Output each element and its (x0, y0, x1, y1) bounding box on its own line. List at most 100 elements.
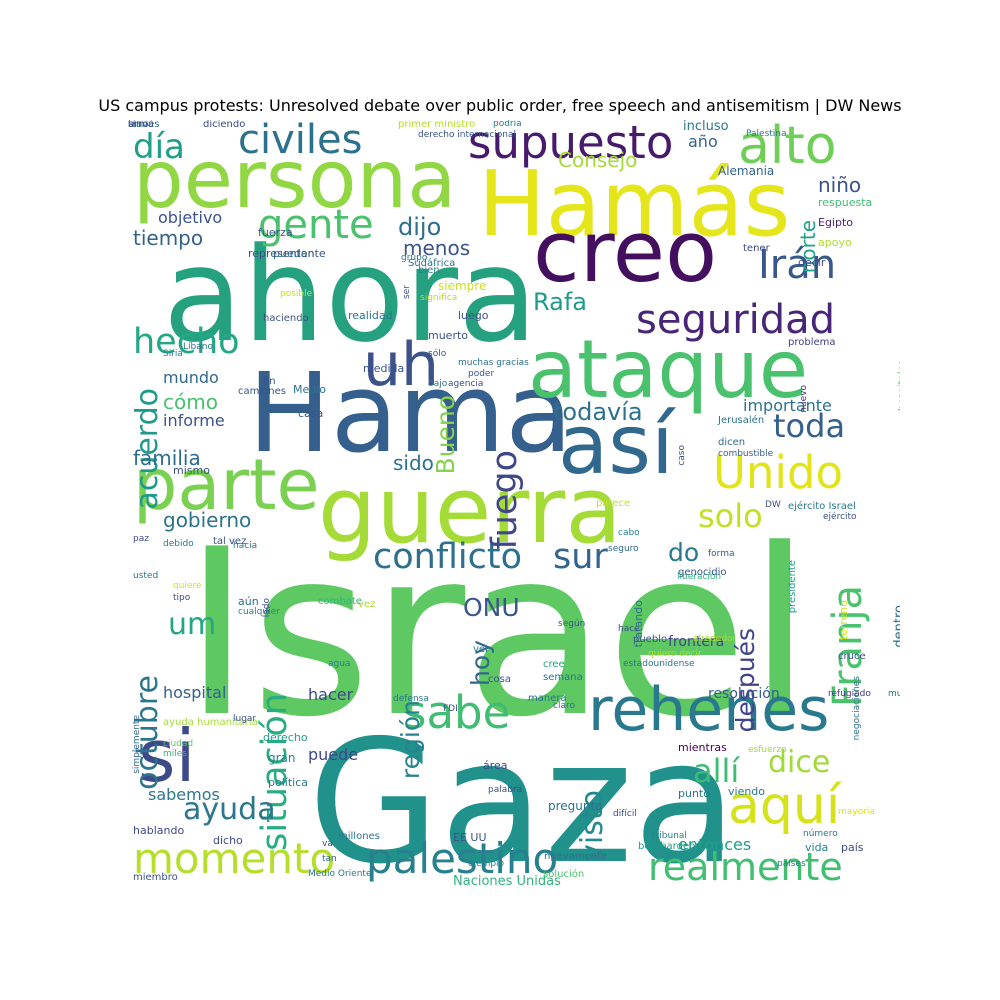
cloud-word: niño (818, 173, 862, 197)
cloud-word: todavía (553, 398, 643, 426)
cloud-word: Alemania (718, 164, 775, 178)
cloud-word: pueblo (633, 634, 668, 645)
cloud-word: sino (128, 120, 149, 130)
cloud-word: región (396, 700, 425, 780)
cloud-word: medida (363, 362, 405, 375)
cloud-word: do (668, 538, 700, 567)
cloud-word: FDI (443, 704, 458, 714)
cloud-word: sabemos (148, 785, 220, 804)
cloud-word: según (558, 619, 586, 629)
cloud-word: DW (765, 500, 781, 510)
cloud-word: si (138, 714, 196, 798)
cloud-word: Rafa (533, 288, 588, 316)
cloud-word: Hamás (478, 152, 791, 257)
cloud-word: combate (318, 596, 362, 607)
cloud-word: ejemplo (468, 859, 505, 869)
cloud-word: uh (363, 330, 440, 400)
cloud-word: um (168, 607, 217, 642)
cloud-word: menos (403, 236, 471, 260)
cloud-word: hospitales (897, 360, 900, 411)
cloud-word: gobierno (163, 508, 252, 532)
cloud-word: realmente (648, 845, 843, 889)
cloud-word: día (133, 127, 185, 167)
cloud-word: cruce (838, 651, 866, 662)
cloud-word: arma (128, 120, 154, 130)
cloud-word: cree (543, 659, 565, 670)
page-title: US campus protests: Unresolved debate ov… (98, 96, 902, 115)
cloud-word: difícil (613, 809, 637, 819)
cloud-word: EE UU (453, 831, 487, 844)
cloud-word: quiere (173, 581, 202, 591)
cloud-word: problema (788, 337, 836, 348)
cloud-word: fuerza (258, 226, 293, 239)
cloud-word: dijo (398, 213, 442, 241)
cloud-word: persona (133, 133, 457, 226)
cloud-word: mientras (678, 741, 727, 754)
cloud-word: ONU (463, 593, 520, 622)
cloud-word: bien (418, 265, 440, 276)
cloud-word: haciendo (263, 313, 309, 324)
cloud-word: parte (133, 444, 320, 526)
cloud-word: cómo (163, 390, 218, 414)
cloud-word: través (128, 120, 160, 130)
cloud-word: defensa (393, 694, 429, 704)
cloud-word: hacia (233, 541, 258, 551)
cloud-word: resolución (708, 686, 780, 702)
cloud-word: nuevamente (544, 851, 608, 862)
cloud-word: tribunal (652, 831, 687, 841)
cloud-word: lugar (233, 714, 257, 724)
cloud-word: forma (708, 549, 735, 559)
cloud-word: vida (805, 841, 829, 854)
cloud-word: informe (163, 411, 225, 430)
cloud-word: debido (163, 539, 194, 549)
cloud-word: mundo (163, 368, 219, 387)
cloud-word: ayuda humanitaria (163, 717, 258, 728)
cloud-word: Gaza (308, 704, 738, 892)
cloud-word: supuesto (468, 120, 674, 169)
cloud-word: hospital (163, 683, 227, 702)
cloud-word: presidente (787, 560, 798, 614)
cloud-word: seguridad (636, 297, 836, 343)
cloud-word: grupo (401, 253, 428, 263)
cloud-word: Israel (183, 501, 812, 768)
cloud-word: tan (322, 854, 337, 864)
cloud-word: tener (743, 243, 770, 254)
cloud-word: luego (458, 309, 489, 322)
cloud-word: Consejo (558, 148, 638, 172)
cloud-word: bombardeo (638, 841, 696, 852)
cloud-word: va (322, 839, 333, 849)
cloud-word: dentro (892, 605, 900, 648)
cloud-word: agua (328, 659, 351, 669)
cloud-word: seguro (608, 544, 639, 554)
cloud-word: simplemente (132, 715, 142, 774)
cloud-word: así (558, 398, 674, 493)
cloud-word: viendo (728, 785, 766, 798)
cloud-word: primer ministro (398, 120, 476, 130)
cloud-word: número (803, 829, 838, 839)
cloud-word: Bueno (431, 395, 460, 475)
cloud-word: tiempo (133, 226, 204, 250)
cloud-word: ejército Israel (788, 501, 856, 512)
cloud-word: Egipto (818, 216, 854, 229)
cloud-word: fin (263, 376, 276, 387)
cloud-word: Jerusalén (718, 415, 765, 426)
cloud-word: tipo (173, 593, 191, 603)
word-cloud: Israel Gaza Hamás ahora Hama guerra ataque pers… (128, 120, 900, 892)
cloud-word: tal vez (213, 536, 247, 547)
cloud-word: usted (133, 571, 159, 581)
cloud-word: palestino (366, 834, 559, 883)
cloud-word: posible (280, 289, 313, 299)
cloud-word: ser (402, 285, 412, 299)
cloud-word: alrededor (693, 634, 737, 644)
cloud-word: entonces (678, 835, 752, 854)
cloud-word: situación (255, 693, 295, 851)
cloud-word: paz (133, 534, 149, 544)
cloud-word: punto (678, 787, 710, 800)
cloud-word: aquí (728, 776, 841, 836)
cloud-word: Hama (248, 349, 573, 477)
cloud-word: país (841, 841, 864, 854)
cloud-word: respuesta (818, 196, 873, 209)
cloud-word: importante (743, 396, 832, 415)
cloud-word: creo (533, 203, 718, 302)
cloud-word: gran (268, 751, 296, 765)
